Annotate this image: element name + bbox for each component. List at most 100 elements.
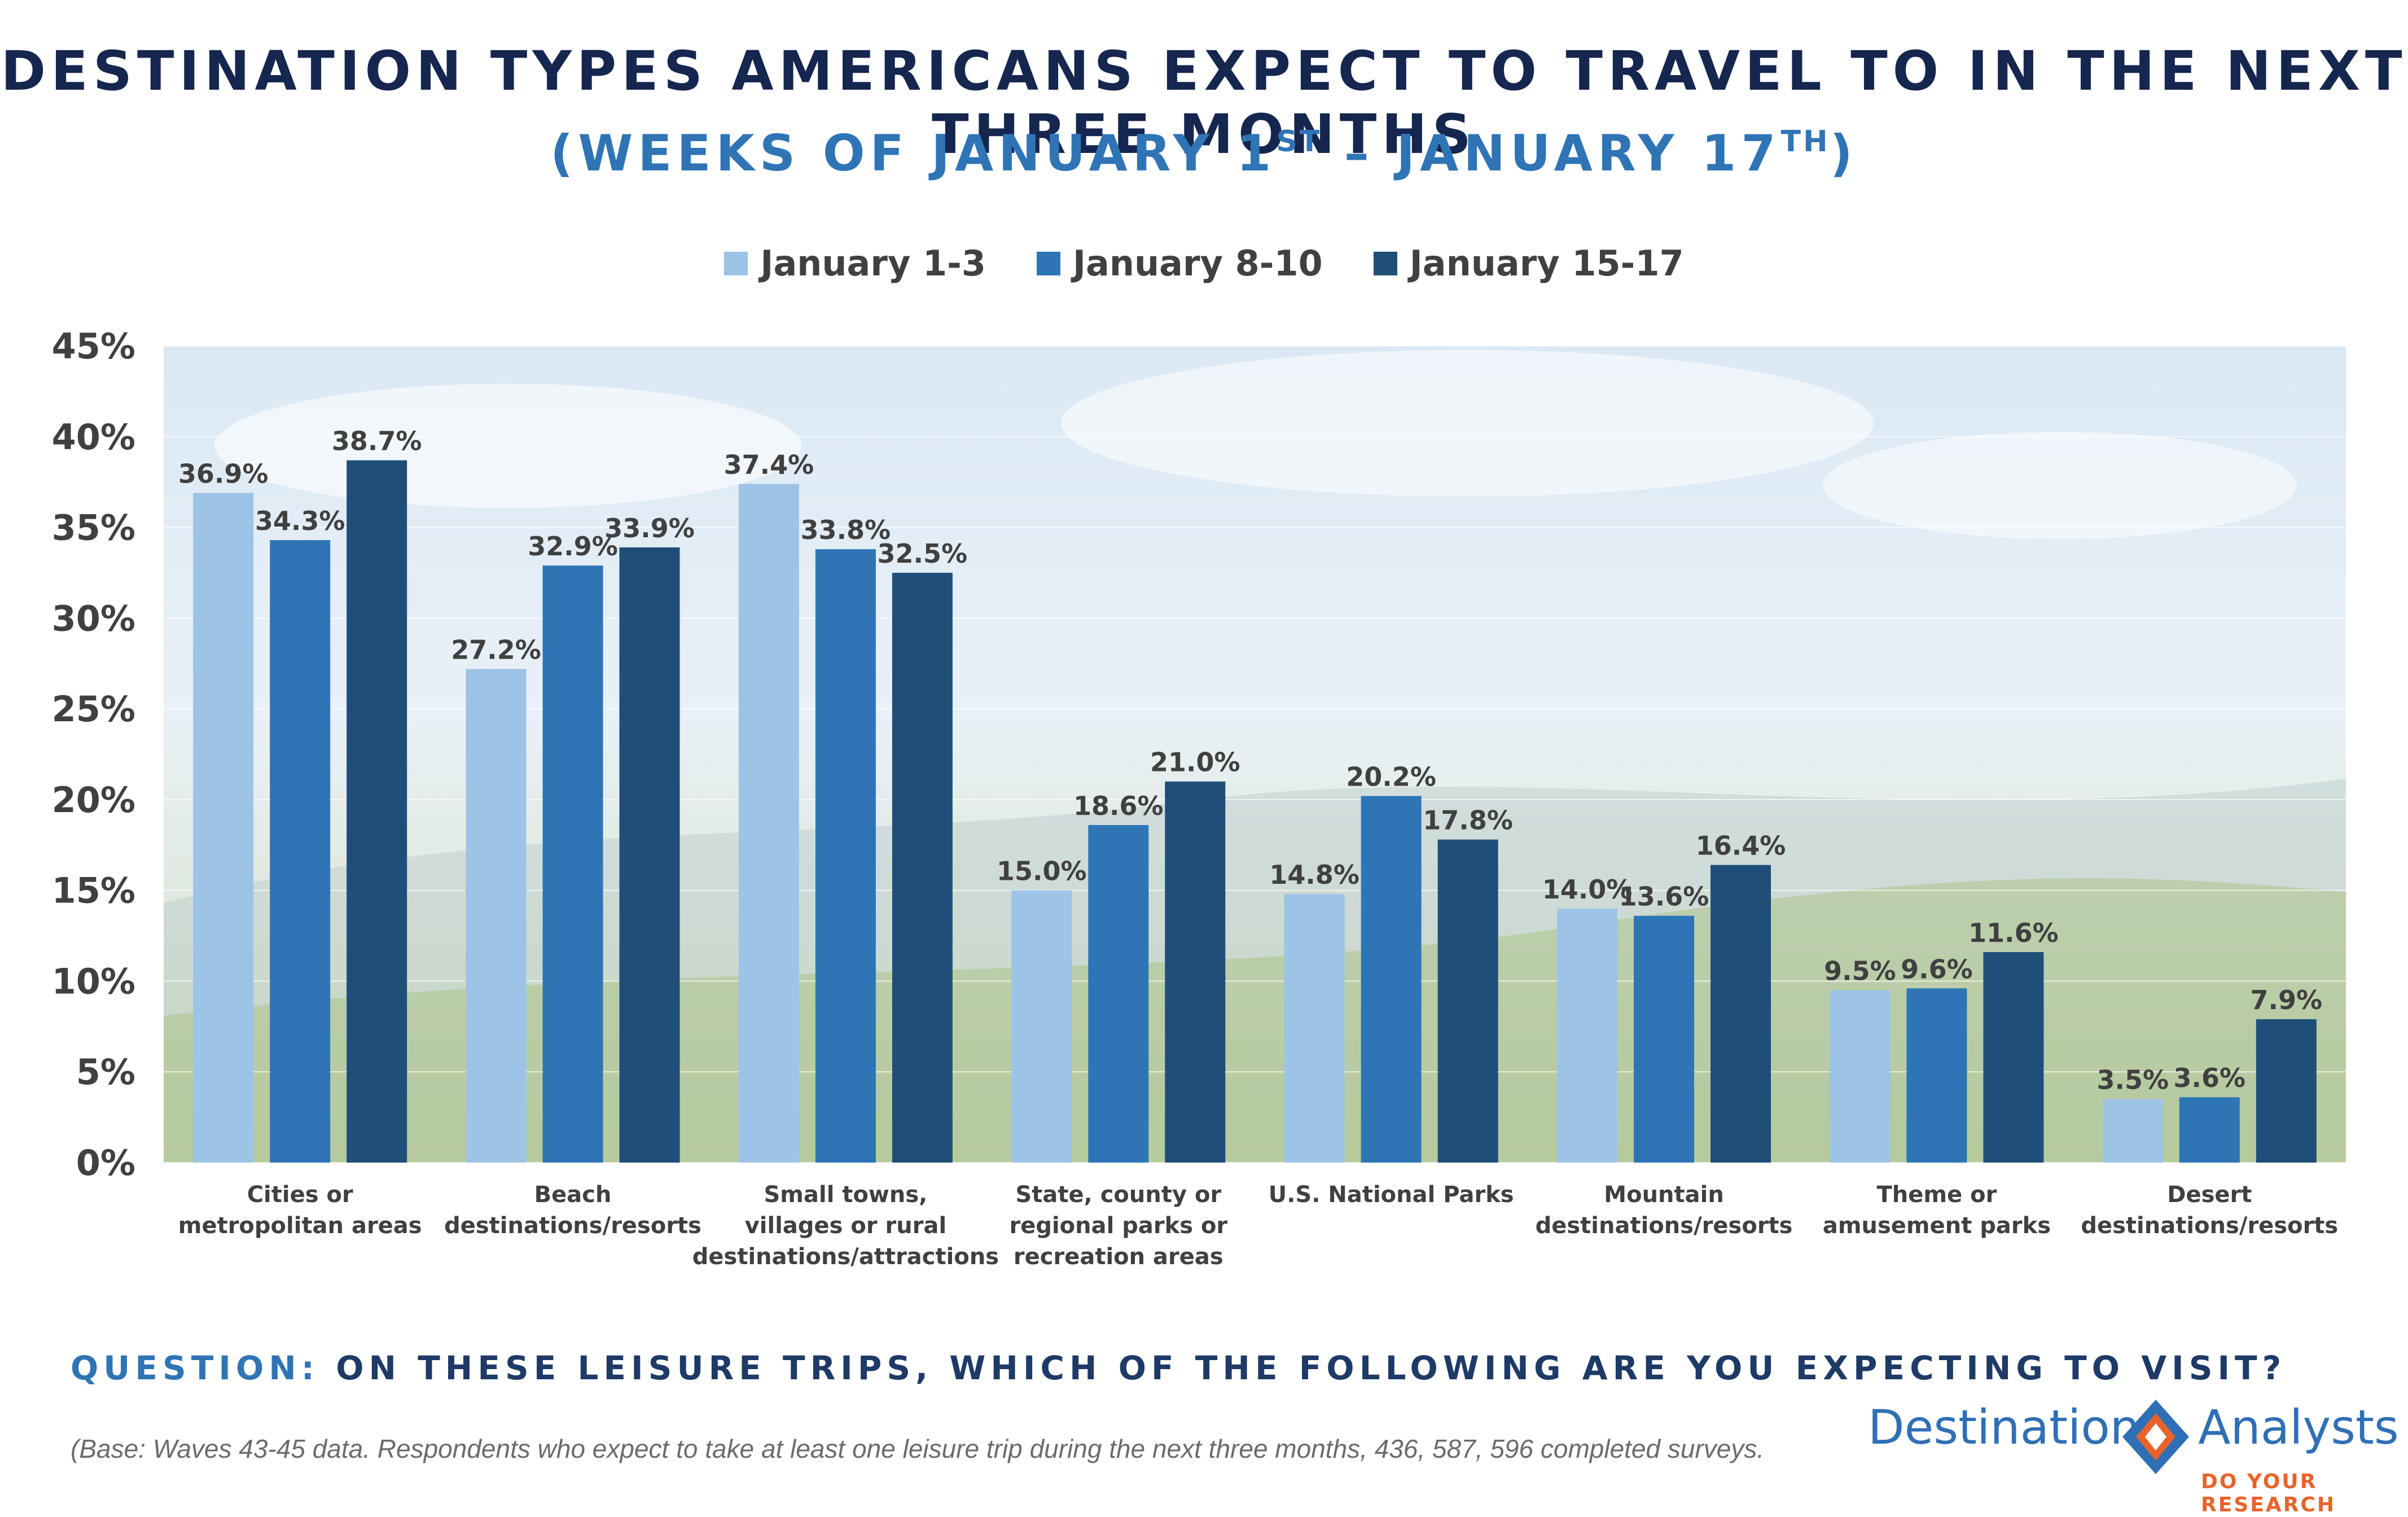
y-tick-label: 25% xyxy=(52,689,135,730)
base-footnote: (Base: Waves 43-45 data. Respondents who… xyxy=(71,1434,1765,1463)
data-labels: 36.9% 34.3% 38.7% 27.2% 32.9%33.9% 37.4% 33.8%… xyxy=(178,426,2322,1095)
data-label: 20.2% xyxy=(1346,761,1436,792)
bar xyxy=(1088,825,1149,1163)
y-axis: 0% 5% 10% 15% 20% 25% 30% 35% 40% 45% xyxy=(52,326,135,1183)
x-axis: Cities or metropolitan areas Beach destinat… xyxy=(178,1182,2338,1270)
bar xyxy=(1437,839,1498,1163)
bar xyxy=(1983,952,2044,1163)
x-tick-label: recreation areas xyxy=(1014,1244,1223,1270)
y-tick-label: 30% xyxy=(52,598,135,639)
x-tick-label: destinations/attractions xyxy=(692,1244,999,1270)
data-label: 33.8% xyxy=(801,515,891,545)
bar xyxy=(542,565,603,1163)
bar xyxy=(1906,988,1967,1163)
data-label: 34.3% xyxy=(255,506,345,536)
bar xyxy=(193,493,254,1163)
bar xyxy=(1710,865,1771,1163)
bar xyxy=(2256,1019,2317,1163)
data-label: 17.8% xyxy=(1423,805,1513,836)
logo-word-analysts: Analysts xyxy=(2198,1400,2399,1455)
data-label: 3.6% xyxy=(2174,1063,2246,1093)
destination-analysts-logo: Destination Analysts DO YOUR RESEARCH xyxy=(1868,1400,2399,1516)
logo-word-destination: Destination xyxy=(1868,1400,2141,1455)
x-tick-label: regional parks or xyxy=(1009,1213,1227,1239)
y-tick-label: 35% xyxy=(52,507,135,549)
bar xyxy=(892,572,953,1163)
bar xyxy=(270,540,331,1163)
chart-legend: January 1-3 January 8-10 January 15-17 xyxy=(0,243,2408,284)
data-label: 14.8% xyxy=(1269,860,1359,890)
data-label: 15.0% xyxy=(997,856,1087,887)
data-label: 27.2% xyxy=(451,634,541,665)
bar xyxy=(738,484,799,1163)
legend-item-series-2: January 8-10 xyxy=(1036,243,1323,284)
survey-question: QUESTION: ON THESE LEISURE TRIPS, WHICH … xyxy=(71,1349,2286,1387)
y-tick-label: 20% xyxy=(52,779,135,821)
data-label: 9.6% xyxy=(1901,954,1973,984)
x-tick-label: destinations/resorts xyxy=(444,1213,701,1239)
y-tick-label: 5% xyxy=(76,1051,135,1093)
subtitle-suffix: ) xyxy=(1830,124,1858,182)
data-label: 38.7% xyxy=(332,426,422,457)
x-tick-label: destinations/resorts xyxy=(2081,1213,2338,1239)
x-tick-label: Mountain xyxy=(1604,1182,1724,1208)
legend-label-3: January 15-17 xyxy=(1409,243,1684,284)
subtitle-mid: – JANUARY 17 xyxy=(1322,124,1781,182)
legend-label-2: January 8-10 xyxy=(1072,243,1323,284)
y-tick-label: 40% xyxy=(52,416,135,458)
y-tick-label: 10% xyxy=(52,961,135,1002)
bar xyxy=(2102,1099,2163,1163)
question-label: QUESTION: xyxy=(71,1349,319,1387)
data-label: 36.9% xyxy=(178,458,269,489)
bar xyxy=(1634,915,1695,1163)
data-label: 32.5% xyxy=(878,538,968,569)
bar xyxy=(815,549,876,1163)
subtitle-prefix: (WEEKS OF JANUARY 1 xyxy=(550,124,1277,182)
subtitle-sup-th: TH xyxy=(1780,125,1830,159)
legend-item-series-1: January 1-3 xyxy=(724,243,986,284)
data-label: 13.6% xyxy=(1619,882,1709,912)
bar xyxy=(1165,781,1226,1163)
logo-tagline: DO YOUR RESEARCH xyxy=(2201,1470,2336,1516)
data-label: 11.6% xyxy=(1968,918,2059,948)
legend-swatch-2 xyxy=(1036,251,1060,275)
data-label: 33.9% xyxy=(604,513,695,543)
bar xyxy=(1830,990,1891,1163)
bar-chart: 0%5%10%15%20%25%30%35%40%45% 36.9%34.3%3… xyxy=(52,326,2346,1270)
data-label: 16.4% xyxy=(1696,831,1786,861)
x-tick-label: destinations/resorts xyxy=(1536,1213,1793,1239)
bar xyxy=(619,547,680,1163)
bar xyxy=(346,460,407,1163)
bar xyxy=(466,669,527,1163)
data-label: 3.5% xyxy=(2097,1064,2169,1095)
legend-swatch-3 xyxy=(1373,251,1397,275)
x-tick-label: Cities or xyxy=(247,1182,353,1208)
x-tick-label: Desert xyxy=(2167,1182,2252,1208)
chart-subtitle: (WEEKS OF JANUARY 1ST – JANUARY 17TH) xyxy=(0,124,2408,182)
data-label: 37.4% xyxy=(724,449,814,480)
y-tick-label: 45% xyxy=(52,326,135,367)
legend-swatch-1 xyxy=(724,251,748,275)
gridlines xyxy=(164,345,2346,1163)
x-tick-label: villages or rural xyxy=(745,1213,946,1239)
x-tick-label: U.S. National Parks xyxy=(1269,1182,1514,1208)
y-tick-label: 15% xyxy=(52,870,135,911)
question-text: ON THESE LEISURE TRIPS, WHICH OF THE FOL… xyxy=(336,1349,2287,1387)
plot-background xyxy=(164,346,2346,1163)
x-tick-label: Small towns, xyxy=(764,1182,928,1208)
legend-item-series-3: January 15-17 xyxy=(1373,243,1684,284)
data-label: 7.9% xyxy=(2251,985,2323,1015)
data-label: 18.6% xyxy=(1073,791,1164,821)
bar xyxy=(1284,894,1345,1163)
x-tick-label: metropolitan areas xyxy=(178,1213,422,1239)
bar xyxy=(2179,1097,2240,1163)
chart-title: DESTINATION TYPES AMERICANS EXPECT TO TR… xyxy=(1,40,2407,166)
data-label: 14.0% xyxy=(1542,874,1633,905)
data-label: 9.5% xyxy=(1824,956,1896,987)
legend-label-1: January 1-3 xyxy=(760,243,986,284)
x-tick-label: Beach xyxy=(534,1182,612,1208)
subtitle-sup-st: ST xyxy=(1276,125,1322,159)
bar xyxy=(1011,890,1072,1163)
bar xyxy=(1361,796,1422,1163)
x-tick-label: amusement parks xyxy=(1823,1213,2051,1239)
